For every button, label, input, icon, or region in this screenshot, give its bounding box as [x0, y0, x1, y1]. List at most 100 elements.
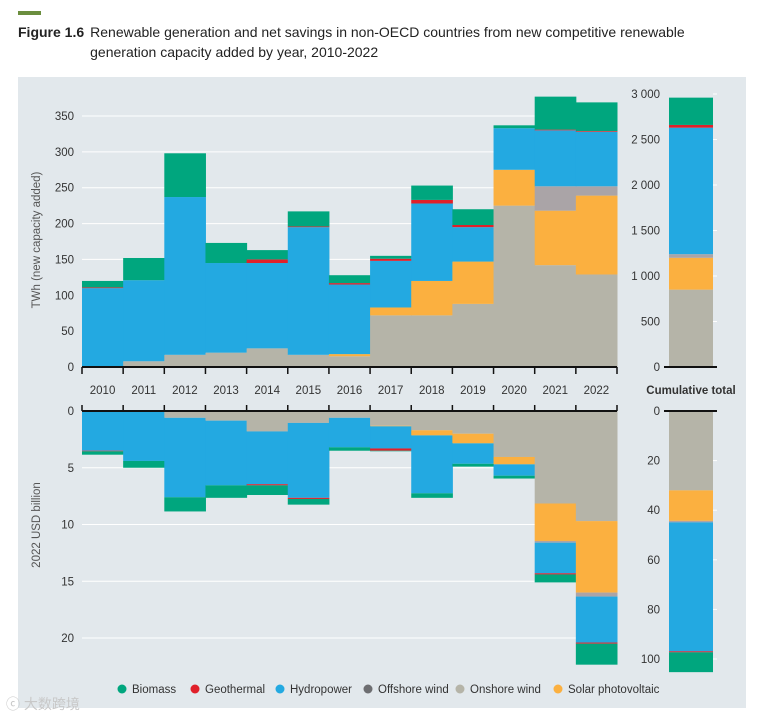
bar-segment-onshore-wind	[493, 205, 536, 367]
bar-segment-onshore-wind	[452, 303, 495, 367]
y-tick-label: 150	[55, 254, 74, 266]
bar-segment-hydropower	[370, 426, 412, 449]
bar-segment-biomass	[452, 209, 495, 226]
bar-segment-onshore-wind	[328, 356, 371, 367]
y-tick-label: 50	[61, 326, 74, 338]
bar-segment-solar-photovoltaic	[370, 307, 412, 316]
bar-segment-onshore-wind	[534, 265, 577, 367]
watermark-logo: ⓒ 大数跨境	[6, 696, 80, 712]
accent-bar	[18, 11, 41, 15]
bar-segment-biomass	[575, 102, 618, 132]
bar-segment-geothermal	[370, 258, 412, 261]
cumulative-label: Cumulative total	[646, 385, 735, 397]
bar-segment-hydropower	[534, 542, 577, 574]
bar-segment-solar-photovoltaic	[575, 195, 618, 275]
bar-segment-geothermal	[287, 226, 330, 228]
y-tick-label: 15	[61, 576, 74, 588]
bar-segment-onshore-wind	[164, 411, 206, 418]
bar-segment-biomass	[205, 485, 248, 498]
bar-segment-biomass	[246, 485, 289, 495]
bar-segment-onshore-wind	[493, 411, 536, 457]
cumulative-y-tick-label: 0	[654, 362, 660, 374]
cumulative-y-tick-label: 80	[647, 604, 660, 616]
bar-segment-solar-photovoltaic	[411, 280, 453, 316]
bar-segment-hydropower	[370, 260, 412, 308]
cumulative-segment-hydropower	[669, 522, 713, 652]
bar-segment-biomass	[411, 185, 453, 200]
x-tick-label: 2014	[254, 385, 280, 397]
bar-segment-hydropower	[328, 284, 371, 355]
bar-segment-geothermal	[328, 283, 371, 285]
bar-segment-hydropower	[452, 227, 495, 262]
bar-segment-hydropower	[287, 227, 330, 355]
cumulative-segment-onshore-wind	[669, 289, 713, 367]
bar-segment-biomass	[534, 96, 577, 130]
cumulative-segment-geothermal	[669, 651, 713, 653]
bar-segment-solar-photovoltaic	[370, 425, 412, 427]
x-tick-label: 2012	[172, 385, 198, 397]
bar-segment-biomass	[328, 275, 371, 284]
bar-segment-hydropower	[123, 411, 165, 461]
x-tick-label: 2013	[213, 385, 239, 397]
cumulative-y-tick-label: 1 000	[631, 271, 660, 283]
bar-segment-hydropower	[246, 431, 289, 485]
legend-label: Onshore wind	[470, 684, 541, 696]
bar-segment-biomass	[82, 451, 124, 455]
bar-segment-onshore-wind	[205, 352, 248, 367]
bar-segment-solar-photovoltaic	[452, 261, 495, 304]
y-tick-label: 300	[55, 147, 74, 159]
bar-segment-hydropower	[411, 203, 453, 281]
bar-segment-hydropower	[534, 130, 577, 187]
cumulative-segment-offshore-wind	[669, 254, 713, 258]
legend-label: Biomass	[132, 684, 176, 696]
bar-segment-hydropower	[205, 420, 248, 486]
bar-segment-hydropower	[82, 411, 124, 451]
cumulative-y-tick-label: 100	[641, 654, 660, 666]
bar-segment-geothermal	[287, 497, 330, 499]
bar-segment-hydropower	[205, 263, 248, 353]
bar-segment-geothermal	[575, 131, 618, 132]
bar-segment-solar-photovoltaic	[411, 430, 453, 436]
bar-segment-offshore-wind	[534, 540, 577, 543]
bar-segment-onshore-wind	[328, 411, 371, 418]
bar-segment-onshore-wind	[534, 411, 577, 504]
bar-segment-solar-photovoltaic	[534, 503, 577, 541]
legend-label: Offshore wind	[378, 684, 449, 696]
x-tick-label: 2021	[542, 385, 568, 397]
bar-segment-onshore-wind	[411, 315, 453, 367]
bar-segment-solar-photovoltaic	[534, 210, 577, 266]
cumulative-segment-solar-photovoltaic	[669, 257, 713, 290]
bar-segment-onshore-wind	[287, 411, 330, 423]
bar-segment-geothermal	[82, 287, 124, 289]
x-tick-label: 2010	[90, 385, 116, 397]
bar-segment-hydropower	[82, 288, 124, 367]
bar-segment-onshore-wind	[246, 411, 289, 432]
cumulative-y-tick-label: 20	[647, 456, 660, 468]
bar-segment-biomass	[493, 475, 536, 479]
y-axis-title: TWh (new capacity added)	[31, 171, 43, 308]
bar-segment-geothermal	[575, 642, 618, 644]
bar-segment-offshore-wind	[575, 186, 618, 196]
x-tick-label: 2019	[460, 385, 486, 397]
bar-segment-biomass	[328, 447, 371, 451]
cumulative-segment-biomass	[669, 97, 713, 125]
bar-segment-biomass	[123, 460, 165, 468]
legend-swatch-biomass	[117, 684, 127, 694]
bar-segment-biomass	[123, 257, 165, 281]
bar-segment-onshore-wind	[575, 274, 618, 367]
bar-segment-hydropower	[123, 280, 165, 362]
bar-segment-solar-photovoltaic	[328, 354, 371, 357]
x-tick-label: 2017	[378, 385, 404, 397]
cumulative-segment-hydropower	[669, 127, 713, 255]
y-tick-label: 100	[55, 290, 74, 302]
bar-segment-onshore-wind	[164, 354, 206, 367]
bar-segment-hydropower	[246, 263, 289, 349]
bar-segment-hydropower	[287, 422, 330, 498]
cumulative-y-tick-label: 2 000	[631, 180, 660, 192]
bar-segment-geothermal	[246, 259, 289, 264]
bar-segment-biomass	[287, 211, 330, 227]
bar-segment-geothermal	[370, 448, 412, 451]
bar-segment-biomass	[534, 574, 577, 583]
bar-segment-biomass	[370, 255, 412, 259]
